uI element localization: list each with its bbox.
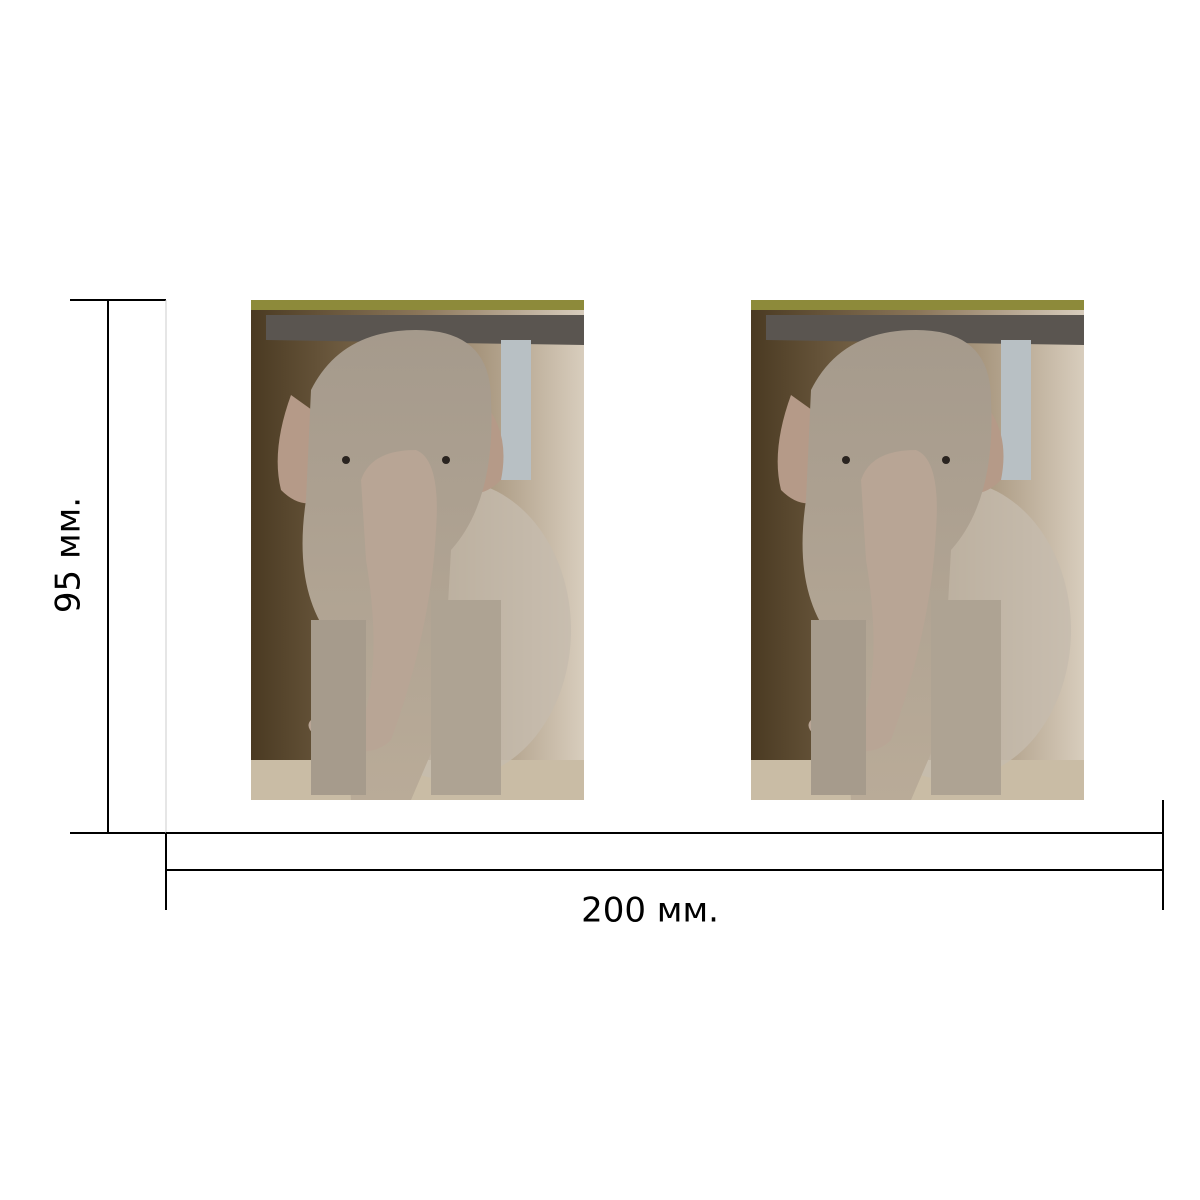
product-photo (251, 300, 584, 800)
height-label: 95 мм. (49, 497, 89, 613)
product-photo (751, 300, 1084, 800)
height-dimension (70, 299, 167, 834)
width-label: 200 мм. (581, 891, 719, 931)
width-dimension (165, 800, 1164, 910)
